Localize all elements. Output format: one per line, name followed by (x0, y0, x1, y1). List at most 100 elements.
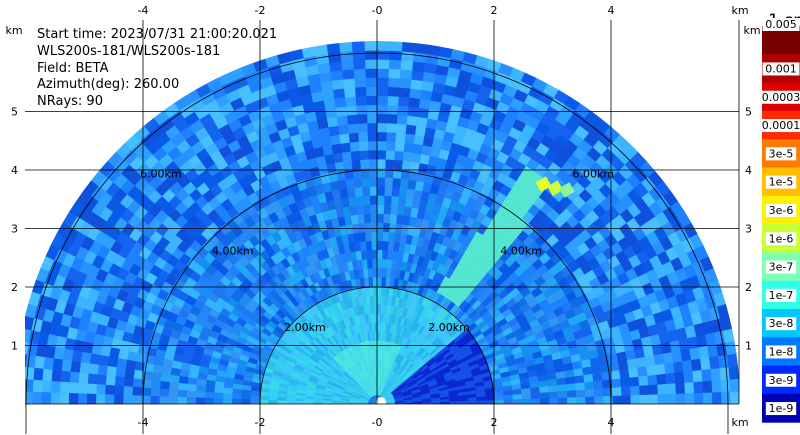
sector-cell (326, 116, 339, 128)
sector-cell (656, 373, 667, 385)
sector-cell (638, 375, 649, 386)
sector-cell (277, 400, 287, 404)
sector-cell (371, 240, 378, 251)
sector-cell (116, 358, 128, 369)
sector-cell (249, 394, 260, 401)
sector-cell (539, 397, 550, 404)
sector-cell (389, 213, 398, 224)
sector-cell (177, 396, 187, 404)
sector-cell (557, 390, 568, 398)
sector-cell (104, 384, 115, 396)
sector-cell (51, 369, 62, 383)
colorbar-label-bg (765, 147, 797, 161)
sector-cell (702, 380, 713, 393)
sector-cell (398, 187, 408, 198)
origin-marker (376, 397, 386, 404)
sector-cell (702, 392, 713, 404)
colorbar-label-bg (765, 288, 797, 302)
sector-cell (376, 195, 385, 205)
sector-cell (539, 391, 550, 399)
sector-cell (304, 401, 314, 404)
sector-cell (647, 374, 658, 386)
sector-cell (411, 61, 426, 73)
sector-cell (332, 88, 346, 99)
sector-cell (354, 195, 364, 206)
sector-cell (268, 396, 278, 401)
sector-cell (717, 354, 729, 369)
colorbar-tick-label: 1e-6 (769, 232, 794, 245)
sector-cell (404, 133, 416, 144)
sector-cell (664, 362, 675, 374)
sector-cell (417, 107, 430, 119)
sector-cell (388, 222, 397, 233)
sector-cell (548, 397, 559, 404)
sector-cell (343, 87, 356, 98)
sector-cell (728, 365, 739, 380)
sector-cell (376, 240, 383, 251)
x-tick-label-bottom: 2 (491, 416, 498, 429)
sector-cell (376, 95, 389, 106)
field-text: Field: BETA (37, 61, 109, 76)
sector-cell (693, 380, 704, 394)
sector-cell (393, 150, 404, 161)
sector-cell (385, 140, 396, 151)
sector-cell (405, 188, 416, 199)
sector-cell (406, 115, 418, 126)
sector-cell (382, 231, 390, 242)
sector-cell (25, 366, 26, 373)
sector-cell (346, 114, 358, 125)
sector-cell (639, 394, 650, 404)
colorbar-tick-label: 3e-8 (769, 317, 794, 330)
sector-cell (353, 68, 366, 79)
sector-cell (186, 390, 197, 398)
sector-cell (386, 113, 398, 124)
sector-cell (340, 142, 351, 153)
sector-cell (700, 357, 711, 371)
sector-cell (340, 60, 354, 71)
sector-cell (675, 382, 686, 394)
colorbar-label-bg (765, 175, 797, 189)
sector-cell (376, 285, 382, 296)
colorbar-tick-label: 1e-8 (769, 345, 794, 358)
sector-cell (168, 381, 179, 391)
sector-cell (412, 52, 427, 64)
sector-cell (404, 197, 414, 208)
sector-cell (379, 304, 385, 314)
sector-cell (342, 78, 356, 89)
sector-cell (626, 358, 638, 369)
sector-cell (400, 60, 414, 71)
sector-cell (113, 385, 124, 396)
sector-cell (398, 78, 412, 89)
sector-cell (399, 178, 409, 189)
sector-cell (385, 131, 397, 142)
sector-cell (371, 258, 378, 269)
sector-cell (354, 186, 363, 197)
sector-cell (401, 41, 416, 53)
sector-cell (113, 394, 124, 404)
sector-cell (594, 395, 604, 404)
sector-cell (204, 385, 215, 393)
y-tick-label-left: 4 (11, 164, 18, 177)
sector-cell (708, 355, 720, 370)
sector-cell (630, 385, 641, 396)
sector-cell (512, 398, 523, 404)
sector-cell (364, 41, 378, 51)
sector-cell (123, 386, 134, 396)
sector-cell (611, 386, 622, 397)
sector-cell (503, 394, 514, 400)
sector-cell (355, 104, 368, 115)
sector-cell (376, 149, 387, 160)
sector-cell (114, 376, 125, 387)
sector-cell (88, 363, 99, 375)
sector-cell (50, 380, 61, 394)
sector-cell (341, 69, 355, 80)
sector-cell (160, 373, 171, 383)
sector-cell (41, 392, 52, 404)
sector-cell (666, 382, 677, 395)
sector-cell (365, 95, 378, 106)
sector-cell (381, 267, 387, 278)
sector-cell (32, 391, 42, 404)
sector-cell (14, 391, 23, 404)
sector-cell (376, 104, 388, 115)
sector-cell (648, 393, 659, 404)
